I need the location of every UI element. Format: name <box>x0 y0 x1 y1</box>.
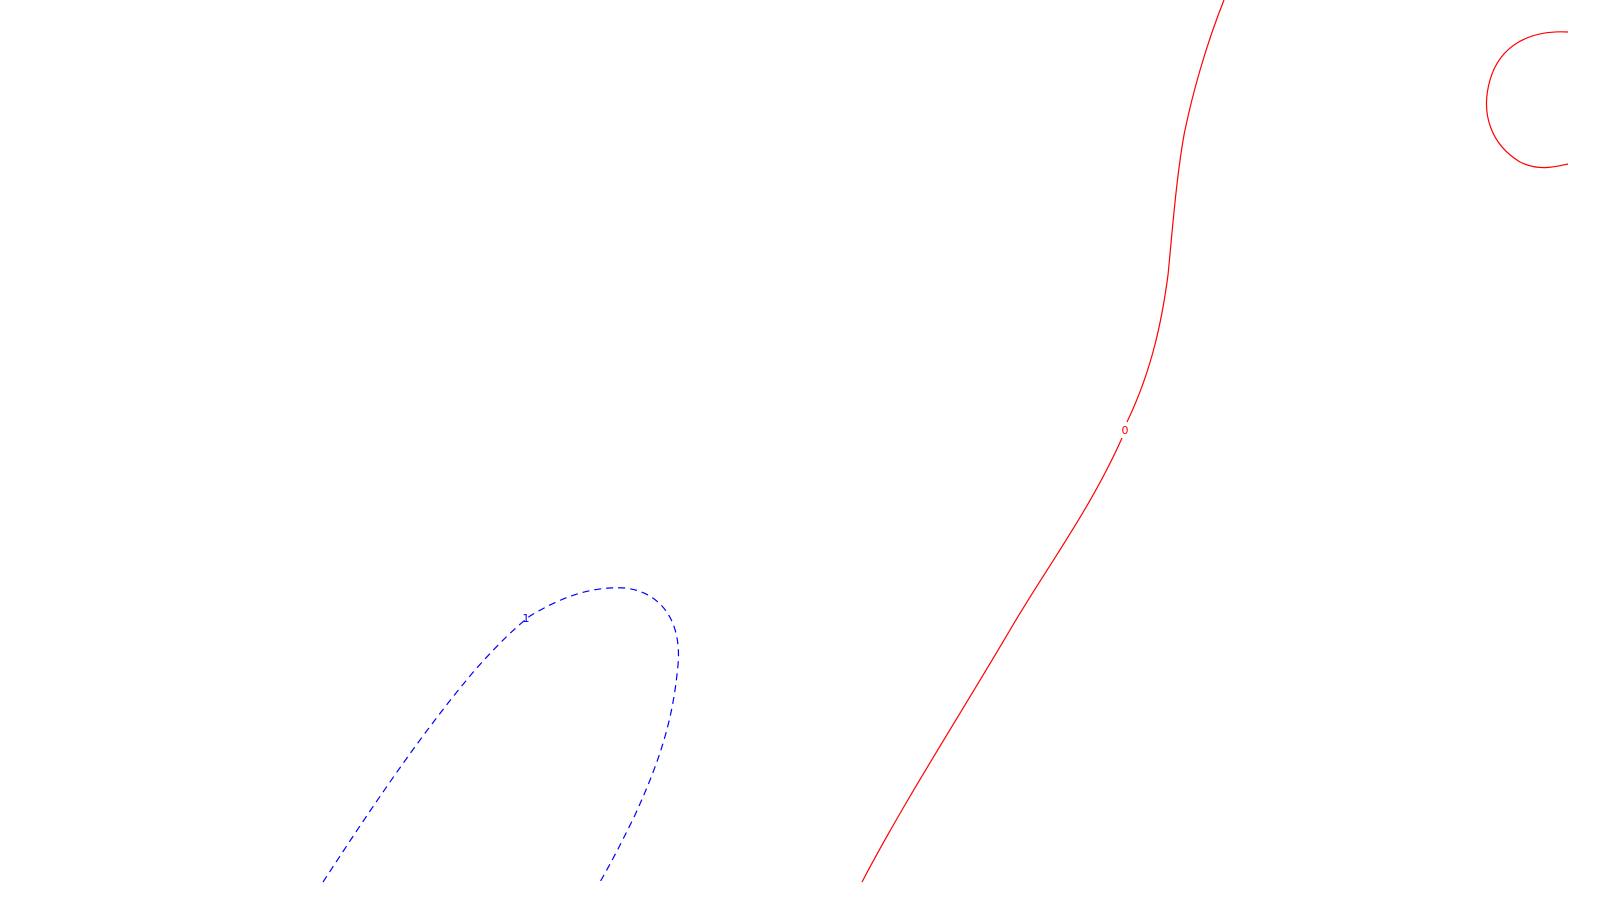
contour-line-level-0-main <box>861 0 1225 883</box>
contour-label-level-0: 0 <box>1122 424 1129 437</box>
contour-line-level-1 <box>322 587 680 883</box>
contour-line-level-0-loop <box>1486 31 1569 169</box>
contour-label-level-1: 1 <box>523 612 530 625</box>
